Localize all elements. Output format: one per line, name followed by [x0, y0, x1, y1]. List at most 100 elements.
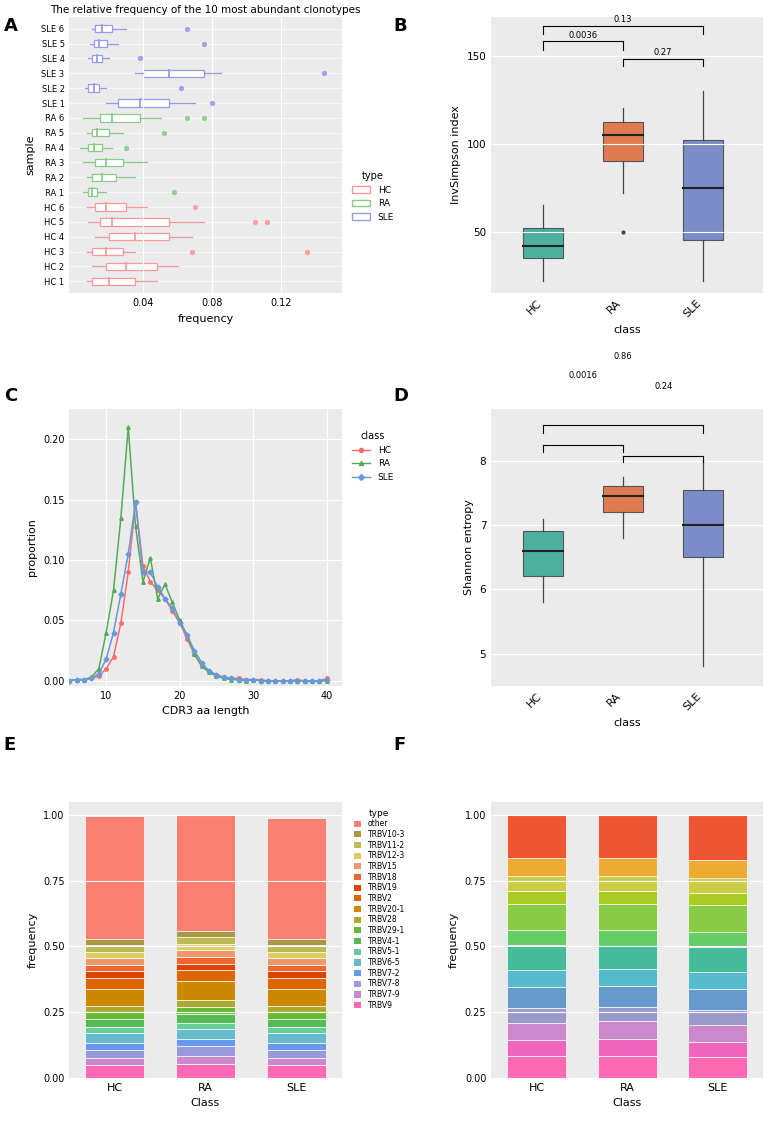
RA: [308, 674, 317, 687]
SLE: [212, 668, 221, 682]
Bar: [86, 1065, 144, 1078]
SLE: [190, 643, 199, 657]
SLE: [138, 566, 147, 579]
Bar: [689, 1057, 747, 1078]
Bar: [689, 905, 747, 932]
Bar: [598, 892, 657, 904]
Text: A: A: [4, 17, 18, 35]
HC: [212, 668, 221, 682]
HC: [138, 559, 147, 573]
Bar: [86, 988, 144, 1006]
Text: E: E: [4, 736, 16, 754]
SLE: [285, 674, 295, 687]
Text: 0.0016: 0.0016: [569, 372, 598, 381]
SLE: [300, 674, 309, 687]
Bar: [689, 859, 747, 877]
HC: [153, 584, 162, 597]
FancyBboxPatch shape: [89, 144, 102, 152]
Legend: HC, RA, SLE: HC, RA, SLE: [348, 428, 398, 485]
RA: [153, 592, 162, 605]
FancyBboxPatch shape: [683, 140, 723, 240]
Bar: [267, 1012, 325, 1019]
Bar: [176, 1001, 235, 1007]
HC: [116, 617, 126, 630]
SLE: [146, 566, 155, 579]
Line: SLE: SLE: [68, 501, 328, 683]
X-axis label: class: class: [614, 718, 641, 728]
Bar: [507, 930, 566, 946]
Bar: [176, 964, 235, 970]
Bar: [86, 1058, 144, 1065]
HC: [87, 672, 96, 685]
HC: [271, 674, 280, 687]
RA: [234, 673, 243, 686]
FancyBboxPatch shape: [92, 277, 135, 285]
FancyBboxPatch shape: [109, 234, 170, 240]
HC: [322, 672, 332, 685]
RA: [219, 672, 228, 685]
Bar: [507, 858, 566, 876]
SLE: [197, 656, 207, 669]
RA: [256, 674, 265, 687]
SLE: [183, 628, 192, 641]
FancyBboxPatch shape: [89, 84, 99, 92]
Bar: [689, 815, 747, 859]
Bar: [598, 946, 657, 969]
Bar: [598, 815, 657, 858]
SLE: [65, 674, 74, 687]
FancyBboxPatch shape: [106, 263, 157, 271]
HC: [160, 592, 170, 605]
SLE: [131, 495, 140, 509]
Bar: [507, 876, 566, 891]
SLE: [308, 674, 317, 687]
HC: [109, 650, 118, 664]
HC: [241, 673, 251, 686]
Bar: [689, 877, 747, 893]
X-axis label: frequency: frequency: [177, 313, 234, 323]
HC: [300, 674, 309, 687]
RA: [94, 663, 103, 676]
HC: [227, 672, 236, 685]
SLE: [204, 665, 214, 678]
Text: 0.24: 0.24: [654, 382, 672, 391]
SLE: [278, 674, 288, 687]
FancyBboxPatch shape: [96, 203, 126, 211]
RA: [72, 673, 82, 686]
HC: [94, 669, 103, 683]
FancyBboxPatch shape: [89, 189, 97, 195]
FancyBboxPatch shape: [93, 40, 107, 47]
RA: [168, 595, 177, 609]
HC: [234, 672, 243, 685]
SLE: [102, 652, 111, 666]
SLE: [79, 673, 89, 686]
Bar: [267, 971, 325, 978]
SLE: [72, 673, 82, 686]
Text: F: F: [393, 736, 406, 754]
SLE: [94, 667, 103, 681]
Bar: [507, 1023, 566, 1040]
Line: HC: HC: [68, 501, 328, 683]
FancyBboxPatch shape: [524, 531, 563, 576]
Bar: [86, 958, 144, 965]
FancyBboxPatch shape: [100, 115, 140, 121]
Bar: [267, 1058, 325, 1065]
Text: B: B: [393, 17, 407, 35]
Bar: [267, 818, 325, 939]
SLE: [116, 587, 126, 601]
Bar: [689, 932, 747, 947]
Y-axis label: frequency: frequency: [27, 912, 37, 968]
Text: 0.0036: 0.0036: [569, 30, 598, 39]
SLE: [227, 672, 236, 685]
Bar: [507, 987, 566, 1008]
X-axis label: Class: Class: [613, 1098, 641, 1108]
X-axis label: Class: Class: [191, 1098, 220, 1108]
RA: [300, 674, 309, 687]
Text: 0.86: 0.86: [614, 353, 632, 362]
RA: [248, 673, 258, 686]
Bar: [176, 938, 235, 943]
FancyBboxPatch shape: [118, 99, 170, 107]
Y-axis label: frequency: frequency: [449, 912, 460, 968]
HC: [183, 632, 192, 646]
SLE: [87, 672, 96, 685]
HC: [264, 674, 273, 687]
